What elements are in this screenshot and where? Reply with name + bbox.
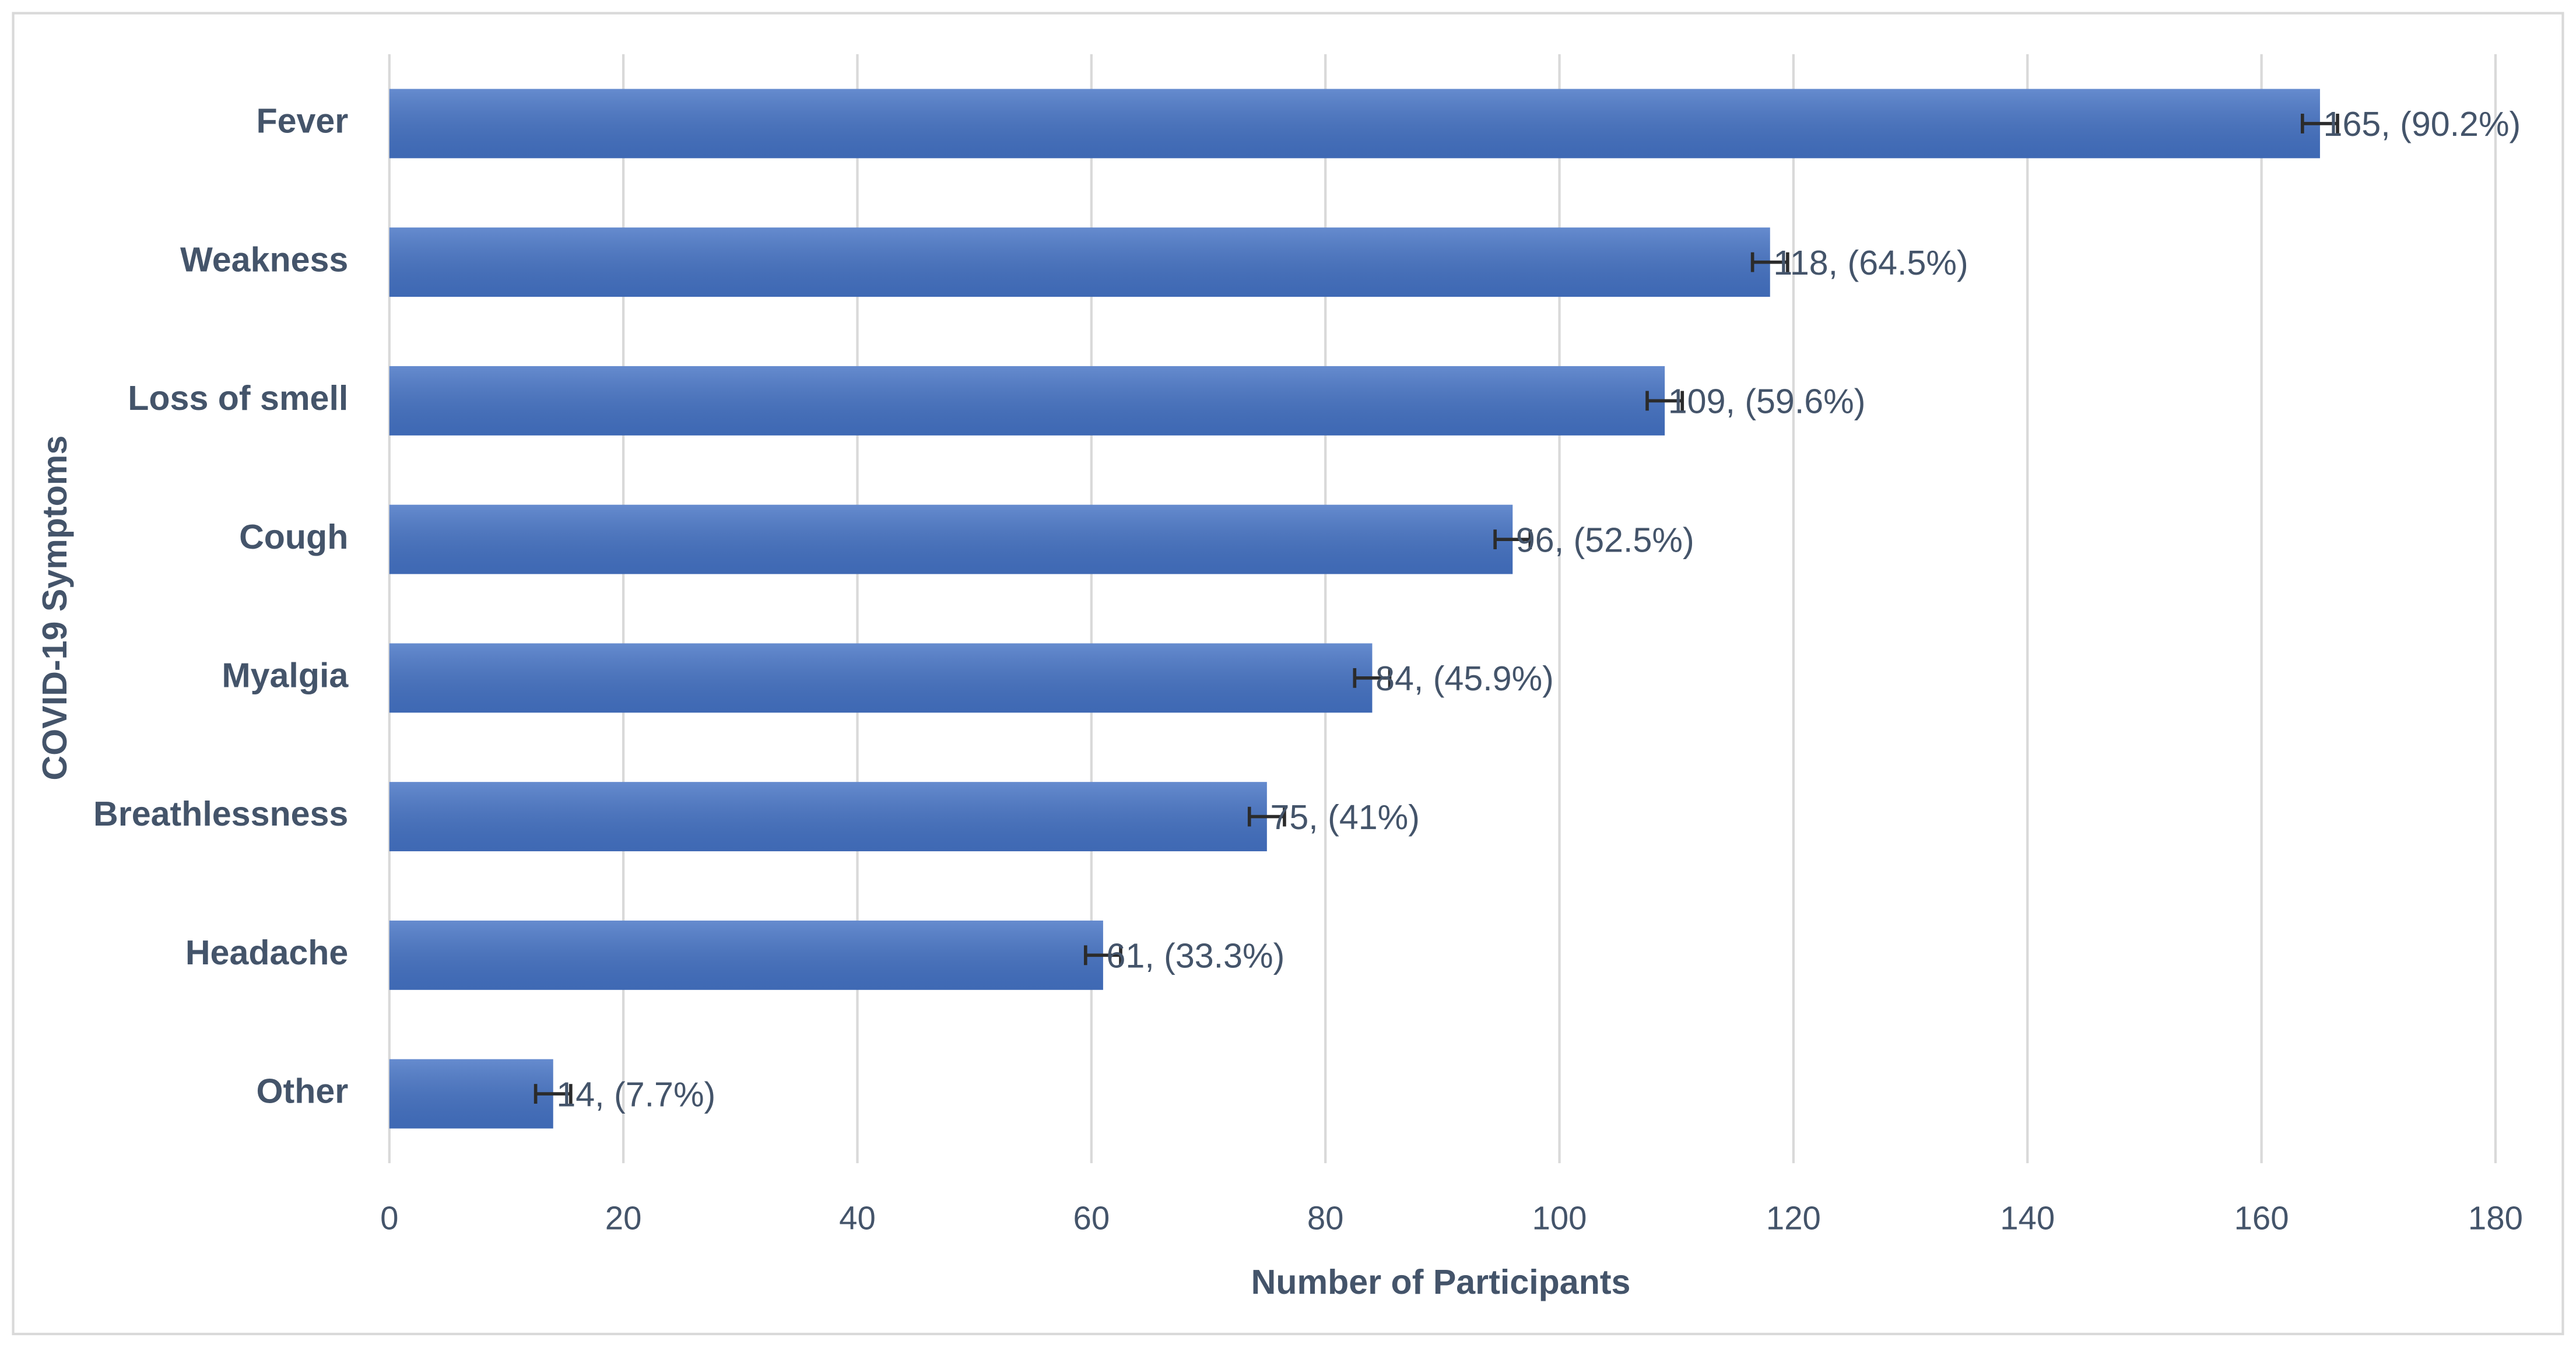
error-bar <box>1750 252 1789 272</box>
value-label: 96, (52.5%) <box>1516 520 1694 559</box>
y-tick-label: Fever <box>256 101 348 141</box>
x-tick-label: 140 <box>2000 1199 2055 1236</box>
y-tick-label: Other <box>257 1072 349 1111</box>
value-label: 109, (59.6%) <box>1668 382 1866 421</box>
x-tick-label: 160 <box>2234 1199 2289 1236</box>
bar-shade <box>389 1059 553 1129</box>
y-tick-label: Loss of smell <box>128 378 348 417</box>
bar-shade <box>389 366 1665 436</box>
y-tick-label: Myalgia <box>222 655 349 694</box>
bar-shade <box>389 504 1513 574</box>
bar-shade <box>389 643 1373 713</box>
value-label: 14, (7.7%) <box>556 1075 715 1114</box>
bar-shade <box>389 89 2320 159</box>
error-bar <box>1645 391 1684 411</box>
bar-shade <box>389 782 1267 852</box>
error-bar <box>2301 114 2339 134</box>
x-axis-title: Number of Participants <box>1251 1262 1631 1301</box>
x-tick-label: 100 <box>1532 1199 1587 1236</box>
bar-shade <box>389 227 1770 297</box>
y-tick-label: Headache <box>185 933 348 972</box>
x-tick-label: 20 <box>605 1199 642 1236</box>
x-tick-label: 180 <box>2468 1199 2523 1236</box>
error-bar <box>1353 668 1392 688</box>
y-tick-label: Weakness <box>180 240 348 279</box>
y-tick-label: Breathlessness <box>93 794 348 833</box>
x-tick-label: 120 <box>1766 1199 1821 1236</box>
value-label: 61, (33.3%) <box>1107 936 1285 975</box>
x-tick-label: 60 <box>1073 1199 1110 1236</box>
bar-shade <box>389 920 1103 990</box>
error-bar <box>534 1084 573 1104</box>
error-bar <box>1247 806 1286 827</box>
error-bar <box>1493 529 1532 550</box>
x-tick-label: 40 <box>839 1199 876 1236</box>
value-label: 84, (45.9%) <box>1375 659 1554 698</box>
x-tick-label: 0 <box>380 1199 398 1236</box>
y-axis-title: COVID-19 Symptoms <box>35 436 74 781</box>
x-tick-label: 80 <box>1307 1199 1344 1236</box>
value-label: 75, (41%) <box>1270 798 1419 837</box>
value-label: 118, (64.5%) <box>1773 243 1968 282</box>
value-label: 165, (90.2%) <box>2324 104 2521 143</box>
error-bar <box>1083 945 1122 966</box>
y-tick-label: Cough <box>239 517 348 556</box>
